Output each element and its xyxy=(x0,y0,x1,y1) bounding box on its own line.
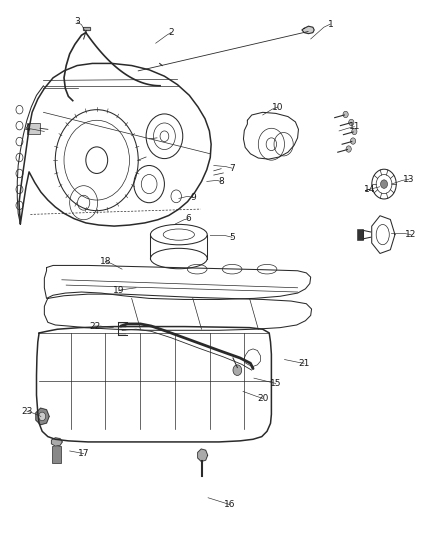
Text: 13: 13 xyxy=(403,175,415,184)
Text: 12: 12 xyxy=(406,230,417,239)
Text: 18: 18 xyxy=(100,257,111,265)
Text: 2: 2 xyxy=(168,28,174,37)
Polygon shape xyxy=(302,26,314,34)
Text: 22: 22 xyxy=(89,321,100,330)
Text: 9: 9 xyxy=(190,193,196,202)
Text: 19: 19 xyxy=(113,286,124,295)
Circle shape xyxy=(349,119,354,126)
Text: 17: 17 xyxy=(78,449,89,458)
Text: 7: 7 xyxy=(229,164,235,173)
Polygon shape xyxy=(52,438,62,446)
Circle shape xyxy=(346,146,351,152)
Text: 21: 21 xyxy=(298,359,310,368)
Circle shape xyxy=(350,138,356,144)
Bar xyxy=(27,123,40,134)
Polygon shape xyxy=(36,408,49,425)
Text: 16: 16 xyxy=(224,500,236,509)
Text: 6: 6 xyxy=(186,214,191,223)
Text: 8: 8 xyxy=(218,177,224,186)
Polygon shape xyxy=(83,27,90,30)
Text: 20: 20 xyxy=(257,394,268,403)
Bar xyxy=(357,229,363,240)
Circle shape xyxy=(352,128,357,135)
Text: 5: 5 xyxy=(229,233,235,242)
Circle shape xyxy=(343,111,348,118)
Text: 3: 3 xyxy=(74,18,80,27)
Text: 14: 14 xyxy=(364,185,375,194)
Circle shape xyxy=(381,180,388,188)
Circle shape xyxy=(39,412,46,421)
Text: 1: 1 xyxy=(328,20,333,29)
Text: 4: 4 xyxy=(24,124,30,133)
Text: 11: 11 xyxy=(349,122,360,131)
Circle shape xyxy=(233,365,242,375)
Text: 23: 23 xyxy=(21,407,32,416)
Bar xyxy=(52,446,61,463)
Text: 10: 10 xyxy=(272,102,284,111)
Polygon shape xyxy=(198,449,208,462)
Text: 15: 15 xyxy=(270,379,282,388)
